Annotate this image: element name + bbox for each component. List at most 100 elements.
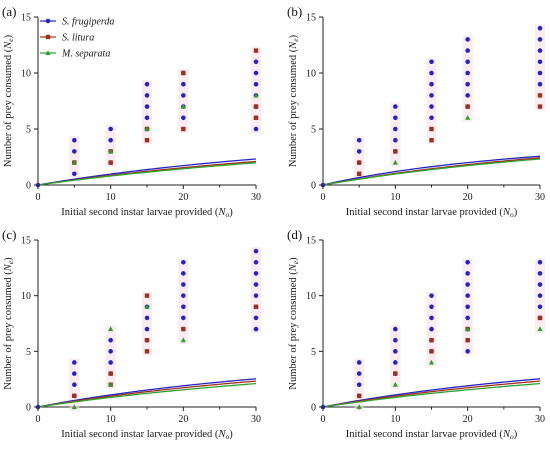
data-point <box>465 349 470 354</box>
data-point <box>537 304 543 310</box>
data-point <box>537 104 543 109</box>
data-point <box>537 81 543 87</box>
data-point <box>144 349 150 354</box>
data-point <box>181 259 186 265</box>
data-point <box>465 293 470 298</box>
y-tick-label: 10 <box>306 69 316 80</box>
data-point <box>108 148 114 154</box>
data-point <box>253 315 259 321</box>
data-point <box>537 37 543 42</box>
x-tick-label: 20 <box>463 192 473 203</box>
y-tick-label: 10 <box>21 69 31 80</box>
data-point <box>465 338 470 343</box>
data-point <box>72 393 77 399</box>
data-point <box>180 103 186 109</box>
data-point <box>108 126 113 132</box>
data-point <box>429 315 434 321</box>
data-point <box>72 382 77 388</box>
fitted-curve <box>322 380 541 408</box>
y-tick-label: 0 <box>26 181 31 192</box>
data-point <box>429 115 434 121</box>
data-point <box>181 93 186 98</box>
data-column-shade <box>426 57 437 145</box>
data-point <box>393 349 398 354</box>
data-point <box>537 271 543 276</box>
x-tick-label: 30 <box>251 414 261 425</box>
data-column-shade <box>69 136 80 178</box>
data-point <box>72 137 77 143</box>
data-point <box>253 259 259 265</box>
y-tick-label: 0 <box>26 403 31 414</box>
data-point <box>429 70 434 76</box>
data-point <box>356 171 362 176</box>
data-point <box>181 271 186 276</box>
data-point <box>108 160 113 165</box>
data-point <box>393 104 398 109</box>
data-point <box>429 81 434 87</box>
data-point <box>144 326 150 332</box>
data-point <box>144 115 150 121</box>
y-tick-label: 15 <box>306 236 316 247</box>
y-tick-label: 10 <box>306 291 316 302</box>
data-point <box>537 59 543 65</box>
fitted-curve <box>37 382 257 408</box>
data-column-shade <box>105 325 116 389</box>
data-point <box>465 81 470 87</box>
data-column-shade <box>390 102 401 167</box>
data-point <box>393 360 398 365</box>
data-column-shade <box>105 125 116 167</box>
data-point <box>356 160 362 165</box>
y-tick-label: 5 <box>26 347 31 358</box>
data-point <box>108 381 114 387</box>
origin-point <box>320 404 326 410</box>
legend: S. frugiperda S. litura M. separata <box>40 17 114 60</box>
data-column-shade <box>462 35 473 122</box>
data-point <box>393 337 398 343</box>
data-point <box>108 349 113 354</box>
data-point <box>253 81 259 87</box>
fitted-curve <box>37 158 257 186</box>
data-point <box>181 115 186 121</box>
data-point <box>144 138 150 143</box>
data-point <box>253 48 259 53</box>
origin-point <box>35 404 41 410</box>
data-point <box>181 81 186 87</box>
data-point <box>253 126 259 132</box>
y-axis-label: Number of prey consumed (Ne) <box>288 257 300 390</box>
fitted-curve <box>37 162 257 186</box>
y-axis-label: Number of prey consumed (Ne) <box>288 34 300 167</box>
y-tick-label: 5 <box>311 347 316 358</box>
panel-label: (d) <box>287 227 302 242</box>
y-tick-label: 15 <box>21 13 31 24</box>
data-point <box>144 315 150 321</box>
data-point <box>356 371 362 376</box>
data-point <box>253 326 259 332</box>
y-tick-label: 5 <box>311 125 316 136</box>
data-point <box>253 70 259 76</box>
x-axis-label: Initial second instar larvae provided (N… <box>346 429 518 441</box>
panel-label: (b) <box>287 4 302 19</box>
fitted-curve <box>322 155 541 186</box>
x-axis-label: Initial second instar larvae provided (N… <box>346 207 518 219</box>
data-point <box>144 338 150 343</box>
data-point <box>253 271 259 276</box>
data-point <box>108 326 114 332</box>
data-point <box>429 104 434 109</box>
data-point <box>108 360 113 365</box>
data-point <box>537 282 543 287</box>
data-point <box>537 48 543 53</box>
data-point <box>253 92 259 98</box>
data-point <box>108 337 113 343</box>
data-point <box>72 149 77 154</box>
data-point <box>429 326 434 332</box>
data-column-shade <box>251 46 261 133</box>
x-tick-label: 20 <box>463 414 473 425</box>
legend-label: S. frugiperda <box>62 17 114 28</box>
y-tick-label: 0 <box>311 181 316 192</box>
data-point <box>465 282 470 287</box>
data-column-shade <box>354 136 365 178</box>
data-point <box>144 104 150 109</box>
chart-panel: 0 10 20 30 0 5 10 15 (b) Number of prey consumed … <box>287 4 545 219</box>
data-point <box>181 282 186 287</box>
data-point <box>144 81 150 87</box>
